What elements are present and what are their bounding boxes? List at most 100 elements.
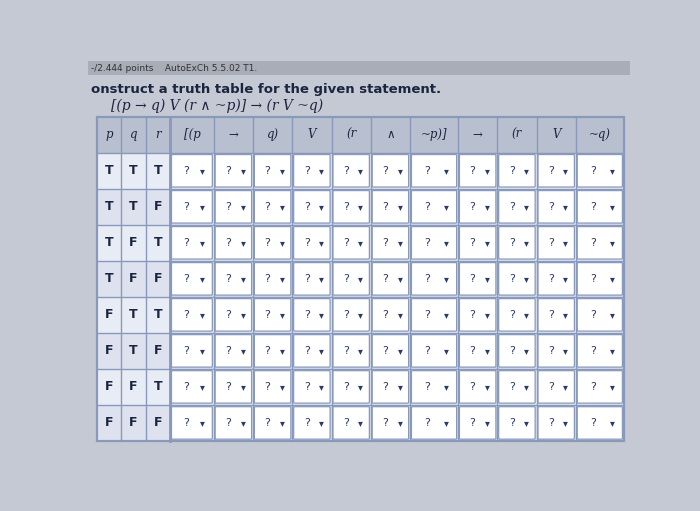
Text: F: F [105, 344, 113, 357]
Text: ?: ? [343, 274, 349, 284]
Text: ▾: ▾ [241, 382, 246, 392]
FancyBboxPatch shape [215, 370, 251, 403]
Text: ▾: ▾ [485, 166, 490, 176]
Text: ?: ? [509, 418, 514, 428]
FancyBboxPatch shape [498, 370, 536, 403]
Text: ▾: ▾ [524, 274, 529, 284]
FancyBboxPatch shape [498, 226, 536, 259]
Text: ?: ? [225, 238, 231, 248]
FancyBboxPatch shape [172, 335, 212, 367]
Text: T: T [153, 165, 162, 177]
Text: ?: ? [382, 274, 388, 284]
Text: ?: ? [425, 346, 430, 356]
Text: ?: ? [382, 238, 388, 248]
FancyBboxPatch shape [372, 298, 409, 331]
Text: T: T [105, 272, 113, 285]
Text: ?: ? [265, 418, 270, 428]
FancyBboxPatch shape [459, 191, 496, 223]
Text: ▾: ▾ [200, 346, 205, 356]
Text: ▾: ▾ [444, 382, 449, 392]
Text: ?: ? [304, 274, 309, 284]
FancyBboxPatch shape [498, 191, 536, 223]
FancyBboxPatch shape [459, 298, 496, 331]
FancyBboxPatch shape [498, 298, 536, 331]
FancyBboxPatch shape [254, 370, 290, 403]
Text: ▾: ▾ [564, 310, 568, 320]
Text: ?: ? [590, 274, 596, 284]
FancyBboxPatch shape [293, 335, 330, 367]
Text: ?: ? [382, 418, 388, 428]
Text: F: F [130, 380, 138, 393]
Text: ▾: ▾ [358, 202, 363, 212]
Text: ▾: ▾ [444, 238, 449, 248]
Text: T: T [153, 380, 162, 393]
FancyBboxPatch shape [412, 226, 456, 259]
FancyBboxPatch shape [538, 335, 575, 367]
Text: ▾: ▾ [610, 202, 615, 212]
Text: ?: ? [265, 238, 270, 248]
FancyBboxPatch shape [215, 335, 251, 367]
Text: ▾: ▾ [485, 274, 490, 284]
Text: ?: ? [548, 382, 554, 392]
Bar [97, 153, 624, 189]
Text: ▾: ▾ [444, 310, 449, 320]
Text: ?: ? [343, 238, 349, 248]
Bar [97, 225, 624, 261]
Text: F: F [153, 416, 162, 429]
Text: ▾: ▾ [241, 346, 246, 356]
Text: r: r [155, 128, 161, 141]
Text: ?: ? [509, 166, 514, 176]
Text: ▾: ▾ [564, 202, 568, 212]
Text: ?: ? [509, 238, 514, 248]
Text: ▾: ▾ [485, 310, 490, 320]
Text: ▾: ▾ [241, 274, 246, 284]
Text: ?: ? [590, 310, 596, 320]
FancyBboxPatch shape [172, 226, 212, 259]
Text: F: F [130, 236, 138, 249]
FancyBboxPatch shape [215, 226, 251, 259]
Text: ?: ? [470, 346, 475, 356]
Text: ▾: ▾ [280, 166, 285, 176]
Text: ?: ? [548, 274, 554, 284]
Text: ▾: ▾ [241, 166, 246, 176]
Text: ▾: ▾ [610, 274, 615, 284]
FancyBboxPatch shape [172, 370, 212, 403]
FancyBboxPatch shape [538, 154, 575, 187]
Text: ?: ? [343, 310, 349, 320]
Text: ?: ? [470, 202, 475, 212]
Text: ?: ? [470, 310, 475, 320]
FancyBboxPatch shape [459, 370, 496, 403]
Text: -/2.444 points    AutoExCh 5.5.02 T1.: -/2.444 points AutoExCh 5.5.02 T1. [90, 64, 257, 73]
Text: ▾: ▾ [280, 418, 285, 428]
Text: ?: ? [304, 418, 309, 428]
Text: ▾: ▾ [200, 382, 205, 392]
FancyBboxPatch shape [372, 154, 409, 187]
Text: ?: ? [265, 274, 270, 284]
Text: ?: ? [225, 166, 231, 176]
FancyBboxPatch shape [293, 407, 330, 439]
FancyBboxPatch shape [578, 370, 622, 403]
Text: ?: ? [183, 274, 189, 284]
Text: ▾: ▾ [358, 382, 363, 392]
Text: [(p: [(p [183, 128, 200, 141]
Text: F: F [153, 200, 162, 213]
Text: ?: ? [509, 310, 514, 320]
Bar [97, 405, 624, 441]
Text: ?: ? [382, 310, 388, 320]
Text: ?: ? [265, 310, 270, 320]
Text: ?: ? [343, 418, 349, 428]
Text: ▾: ▾ [319, 418, 324, 428]
Text: ▾: ▾ [610, 382, 615, 392]
FancyBboxPatch shape [578, 191, 622, 223]
Text: ▾: ▾ [444, 346, 449, 356]
FancyBboxPatch shape [538, 370, 575, 403]
FancyBboxPatch shape [333, 407, 370, 439]
Text: ?: ? [225, 418, 231, 428]
Text: ?: ? [183, 166, 189, 176]
Text: ▾: ▾ [610, 310, 615, 320]
Text: ▾: ▾ [398, 202, 402, 212]
FancyBboxPatch shape [412, 154, 456, 187]
Text: ▾: ▾ [358, 310, 363, 320]
FancyBboxPatch shape [578, 154, 622, 187]
FancyBboxPatch shape [372, 370, 409, 403]
